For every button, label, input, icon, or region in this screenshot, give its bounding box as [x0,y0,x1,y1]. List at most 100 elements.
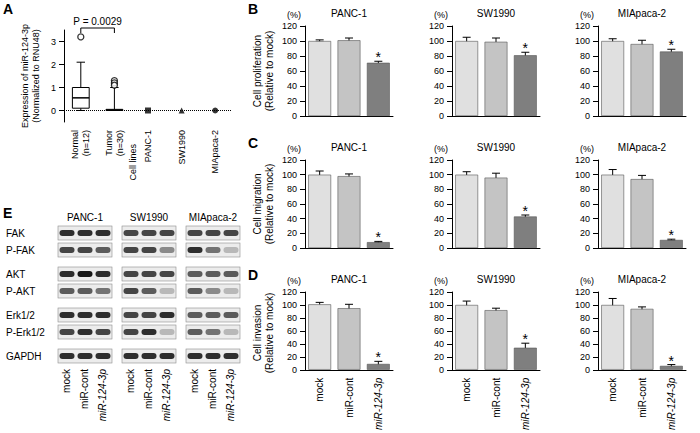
svg-text:SW1990: SW1990 [477,274,516,285]
svg-text:mock: mock [125,368,136,393]
svg-text:100: 100 [282,300,297,310]
svg-text:120: 120 [282,21,297,31]
svg-text:120: 120 [575,287,590,297]
svg-text:miR-cont: miR-cont [143,369,154,409]
svg-text:PANC-1: PANC-1 [143,130,153,162]
svg-text:0: 0 [585,365,590,375]
svg-text:(n=12): (n=12) [81,130,91,156]
svg-text:60: 60 [287,199,297,209]
svg-text:Erk1/2: Erk1/2 [6,310,35,321]
svg-text:120: 120 [575,21,590,31]
svg-text:mock: mock [314,377,325,402]
svg-text:Cell invasion: Cell invasion [252,305,263,362]
svg-text:(n=30): (n=30) [115,130,125,156]
svg-text:40: 40 [434,339,444,349]
svg-text:PANC-1: PANC-1 [331,274,367,285]
svg-text:mock: mock [189,368,200,393]
svg-text:60: 60 [580,66,590,76]
svg-text:SW1990: SW1990 [477,8,516,19]
svg-text:80: 80 [434,51,444,61]
svg-text:60: 60 [434,199,444,209]
svg-text:100: 100 [575,170,590,180]
svg-text:(Normalized to RNU48): (Normalized to RNU48) [31,29,41,123]
svg-text:0: 0 [292,243,297,253]
svg-text:80: 80 [434,184,444,194]
svg-text:0: 0 [585,111,590,121]
svg-text:miR-cont: miR-cont [79,369,90,409]
svg-text:SW1990: SW1990 [130,212,169,223]
svg-text:(%): (%) [287,10,301,20]
svg-text:miR-cont: miR-cont [637,378,648,418]
svg-text:100: 100 [575,36,590,46]
svg-text:(Relative to mock): (Relative to mock) [264,293,275,374]
svg-text:40: 40 [580,81,590,91]
svg-text:*: * [523,331,529,347]
svg-text:0: 0 [292,111,297,121]
svg-text:60: 60 [434,66,444,76]
svg-text:20: 20 [434,352,444,362]
svg-text:(%): (%) [434,10,448,20]
svg-text:Cell proliferation: Cell proliferation [252,35,263,107]
svg-text:100: 100 [429,36,444,46]
svg-text:Expression of miR-124-3p: Expression of miR-124-3p [20,24,30,128]
svg-text:40: 40 [434,214,444,224]
svg-text:(%): (%) [580,10,594,20]
svg-text:miR-124-3p: miR-124-3p [520,377,531,430]
svg-text:80: 80 [287,51,297,61]
svg-text:60: 60 [434,326,444,336]
svg-text:20: 20 [580,228,590,238]
svg-text:120: 120 [429,21,444,31]
svg-text:120: 120 [429,155,444,165]
svg-text:80: 80 [580,184,590,194]
svg-text:40: 40 [580,339,590,349]
svg-text:0: 0 [51,106,56,116]
svg-text:D: D [248,267,258,283]
svg-text:(%): (%) [287,276,301,286]
svg-text:0: 0 [292,365,297,375]
svg-text:0: 0 [439,111,444,121]
svg-text:120: 120 [429,287,444,297]
svg-text:120: 120 [575,155,590,165]
svg-text:20: 20 [434,228,444,238]
svg-text:(%): (%) [287,144,301,154]
svg-text:SW1990: SW1990 [477,142,516,153]
svg-text:40: 40 [287,214,297,224]
svg-text:Cell migration: Cell migration [252,173,263,234]
svg-text:20: 20 [287,352,297,362]
svg-text:miR-124-3p: miR-124-3p [225,369,236,422]
svg-text:20: 20 [287,228,297,238]
svg-text:P-FAK: P-FAK [6,245,35,256]
svg-text:40: 40 [434,81,444,91]
svg-text:100: 100 [282,36,297,46]
svg-text:MIApaca-2: MIApaca-2 [618,142,667,153]
svg-text:SW1990: SW1990 [177,130,187,165]
svg-text:60: 60 [580,326,590,336]
svg-text:3: 3 [51,37,56,47]
svg-text:*: * [523,40,529,56]
svg-text:80: 80 [287,184,297,194]
svg-text:miR-124-3p: miR-124-3p [666,377,677,430]
svg-text:miR-cont: miR-cont [207,369,218,409]
svg-text:1: 1 [51,83,56,93]
svg-text:0: 0 [585,243,590,253]
svg-text:40: 40 [580,214,590,224]
svg-text:(Relative to mock): (Relative to mock) [264,164,275,245]
svg-text:E: E [3,205,12,221]
svg-text:Cell lines: Cell lines [128,144,138,181]
svg-text:80: 80 [580,51,590,61]
svg-text:FAK: FAK [6,228,25,239]
svg-text:miR-cont: miR-cont [491,378,502,418]
svg-text:miR-124-3p: miR-124-3p [161,369,172,422]
svg-text:GAPDH: GAPDH [6,351,42,362]
svg-text:80: 80 [287,313,297,323]
svg-text:(%): (%) [580,144,594,154]
svg-text:B: B [248,1,258,17]
svg-text:*: * [669,37,675,53]
svg-text:40: 40 [287,81,297,91]
svg-text:mock: mock [461,377,472,402]
svg-text:0: 0 [439,243,444,253]
svg-text:120: 120 [282,155,297,165]
svg-text:100: 100 [282,170,297,180]
svg-text:MIApaca-2: MIApaca-2 [210,130,220,174]
svg-text:(%): (%) [580,276,594,286]
